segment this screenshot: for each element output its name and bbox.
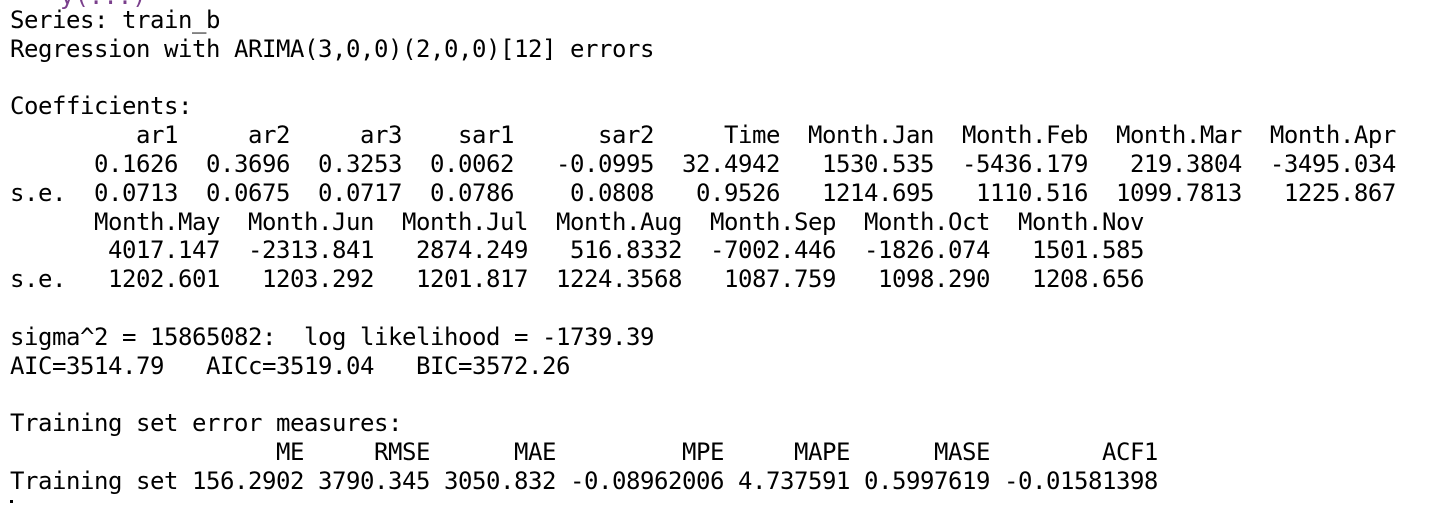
coef-header-row-2: Month.May Month.Jun Month.Jul Month.Aug …: [10, 207, 1144, 236]
coef-header-row-1: ar1 ar2 ar3 sar1 sar2 Time Month.Jan Mon…: [10, 121, 1396, 150]
blank-line: [10, 294, 1435, 323]
error-measures-heading: Training set error measures:: [10, 409, 402, 438]
model-description-line: Regression with ARIMA(3,0,0)(2,0,0)[12] …: [10, 34, 654, 63]
previous-command-fragment: y(...): [60, 0, 147, 10]
r-console-output: Series: train_b Regression with ARIMA(3,…: [10, 6, 1435, 496]
sigma-loglik-line: sigma^2 = 15865082: log likelihood = -17…: [10, 322, 654, 351]
blank-line: [10, 380, 1435, 409]
coef-se-row-2: s.e. 1202.601 1203.292 1201.817 1224.356…: [10, 265, 1144, 294]
coef-se-row-1: s.e. 0.0713 0.0675 0.0717 0.0786 0.0808 …: [10, 178, 1396, 207]
error-measures-header-row: ME RMSE MAE MPE MAPE MASE ACF1: [10, 437, 1158, 466]
coef-value-row-1: 0.1626 0.3696 0.3253 0.0062 -0.0995 32.4…: [10, 149, 1396, 178]
information-criteria-line: AIC=3514.79 AICc=3519.04 BIC=3572.26: [10, 351, 570, 380]
console-cursor: [10, 500, 13, 503]
coef-value-row-2: 4017.147 -2313.841 2874.249 516.8332 -70…: [10, 236, 1144, 265]
series-line: Series: train_b: [10, 6, 220, 34]
coefficients-heading: Coefficients:: [10, 92, 192, 121]
blank-line: [10, 64, 1435, 93]
error-measures-value-row: Training set 156.2902 3790.345 3050.832 …: [10, 466, 1158, 495]
